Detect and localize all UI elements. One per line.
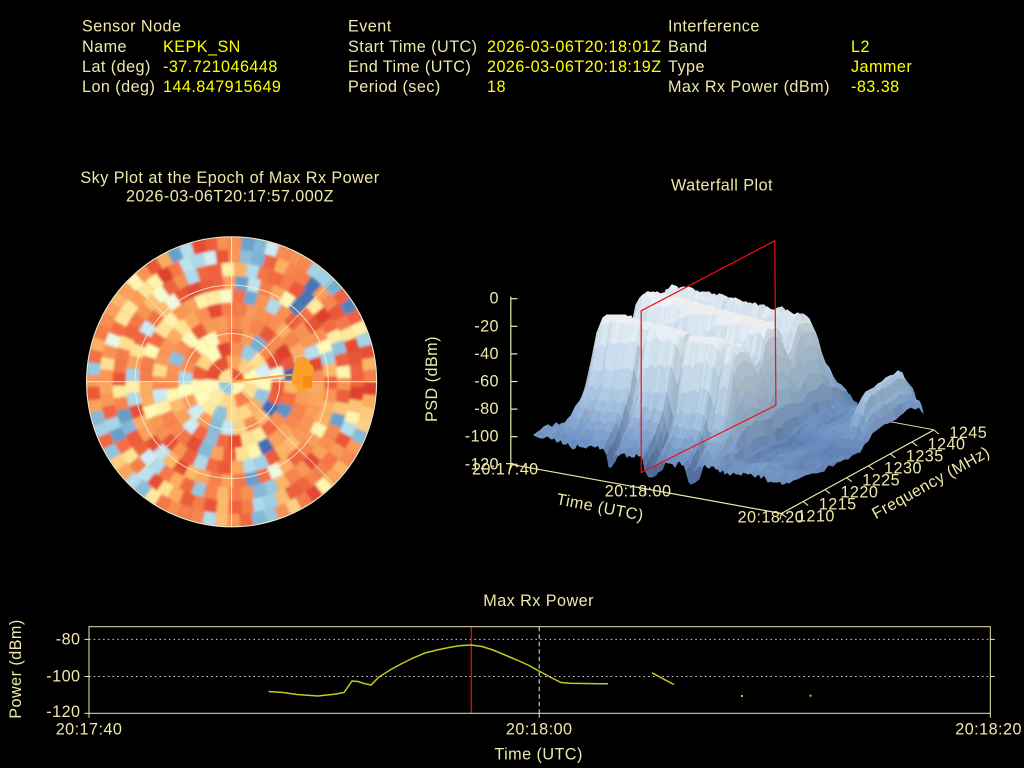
svg-text:1220: 1220	[840, 483, 878, 501]
svg-text:-60: -60	[474, 373, 499, 391]
svg-text:Lat (deg): Lat (deg)	[82, 58, 151, 76]
svg-text:1230: 1230	[884, 460, 922, 478]
svg-text:Period (sec): Period (sec)	[348, 78, 441, 96]
svg-text:1235: 1235	[906, 448, 944, 466]
svg-text:End Time (UTC): End Time (UTC)	[348, 58, 471, 76]
svg-text:0: 0	[490, 290, 499, 308]
svg-text:20:18:00: 20:18:00	[605, 482, 672, 500]
svg-text:144.847915649: 144.847915649	[163, 78, 281, 96]
svg-text:2026-03-06T20:17:57.000Z: 2026-03-06T20:17:57.000Z	[126, 188, 334, 206]
svg-text:Max Rx Power (dBm): Max Rx Power (dBm)	[668, 78, 830, 96]
svg-text:-120: -120	[46, 703, 80, 721]
svg-text:2026-03-06T20:18:19Z: 2026-03-06T20:18:19Z	[487, 58, 662, 76]
svg-text:Jammer: Jammer	[851, 58, 912, 76]
svg-text:1240: 1240	[928, 436, 966, 454]
svg-text:1245: 1245	[949, 424, 987, 442]
svg-text:Start Time (UTC): Start Time (UTC)	[348, 38, 478, 56]
svg-text:Lon (deg): Lon (deg)	[82, 78, 155, 96]
svg-text:-80: -80	[474, 400, 499, 418]
svg-text:KEPK_SN: KEPK_SN	[163, 38, 241, 56]
svg-text:-20: -20	[474, 317, 499, 335]
svg-text:-40: -40	[474, 345, 499, 363]
svg-text:Interference: Interference	[668, 18, 760, 36]
svg-text:Power (dBm): Power (dBm)	[7, 619, 25, 718]
svg-text:2026-03-06T20:18:01Z: 2026-03-06T20:18:01Z	[487, 38, 662, 56]
svg-text:Type: Type	[668, 58, 705, 76]
svg-text:20:18:00: 20:18:00	[506, 721, 573, 739]
svg-text:Max Rx Power: Max Rx Power	[483, 592, 594, 610]
svg-text:Time (UTC): Time (UTC)	[494, 746, 582, 764]
svg-text:-100: -100	[465, 428, 499, 446]
svg-text:1210: 1210	[797, 507, 835, 525]
svg-text:Waterfall Plot: Waterfall Plot	[671, 176, 773, 194]
svg-text:-120: -120	[465, 455, 499, 473]
svg-text:1215: 1215	[819, 495, 857, 513]
svg-text:Name: Name	[82, 38, 127, 56]
svg-text:20:18:20: 20:18:20	[738, 509, 805, 527]
svg-text:1225: 1225	[862, 472, 900, 490]
svg-text:Sky Plot at the Epoch of Max R: Sky Plot at the Epoch of Max Rx Power	[80, 169, 379, 187]
svg-text:20:17:40: 20:17:40	[56, 721, 123, 739]
svg-text:-83.38: -83.38	[851, 78, 900, 96]
svg-text:20:18:20: 20:18:20	[955, 721, 1022, 739]
svg-text:PSD (dBm): PSD (dBm)	[423, 336, 441, 422]
svg-text:-100: -100	[46, 668, 80, 686]
svg-text:Band: Band	[668, 38, 708, 56]
svg-text:L2: L2	[851, 38, 870, 56]
svg-text:Sensor Node: Sensor Node	[82, 18, 181, 36]
svg-text:-37.721046448: -37.721046448	[163, 58, 278, 76]
svg-text:18: 18	[487, 78, 506, 96]
svg-text:Event: Event	[348, 18, 392, 36]
svg-text:-80: -80	[56, 630, 81, 648]
svg-text:20:17:40: 20:17:40	[472, 460, 539, 478]
